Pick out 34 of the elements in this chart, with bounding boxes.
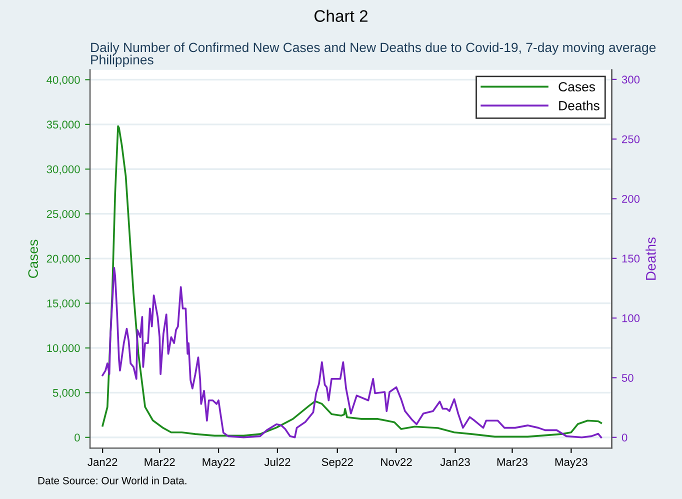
y-tick-label: 25,000 [46, 210, 80, 220]
y2-tick-label: 100 [622, 314, 640, 322]
y2-tick-label: 250 [622, 135, 640, 144]
y-tick-label: 35,000 [46, 120, 80, 130]
chart-title: Chart 2 [314, 10, 368, 22]
legend-label: Cases [558, 82, 595, 92]
y-tick-label: 0 [74, 434, 80, 442]
line-series [102, 125, 602, 438]
y-tick-label: 20,000 [46, 254, 80, 264]
x-tick-label: Jul22 [264, 458, 290, 466]
x-tick-label: May23 [555, 458, 588, 468]
y2-tick-label: 0 [622, 434, 628, 442]
x-tick-label: Mar22 [144, 458, 175, 466]
x-tick-label: Sep22 [322, 458, 353, 468]
y-tick-label: 5,000 [52, 388, 80, 398]
line-series [102, 267, 602, 438]
x-tick-label: Jan22 [88, 458, 118, 466]
y2-tick-label: 150 [622, 254, 640, 263]
x-tick-label: May22 [202, 458, 235, 468]
text: Date Source: Our World in Data. [38, 476, 186, 484]
y-tick-label: 40,000 [46, 76, 80, 86]
chart-subtitle: Daily Number of Confirmed New Cases and New Deaths due to Covid-19, 7-day moving average Philippines [91, 42, 656, 68]
y-axis-title: Cases [28, 240, 38, 278]
y2-axis-title: Deaths [646, 237, 656, 280]
x-tick-label: Mar23 [497, 458, 528, 466]
y2-tick-label: 50 [622, 374, 634, 382]
y-tick-label: 15,000 [47, 300, 80, 309]
y-tick-label: 10,000 [47, 344, 80, 354]
y-tick-label: 30,000 [46, 165, 80, 175]
x-tick-label: Jan23 [440, 458, 470, 466]
legend-label: Deaths [559, 100, 600, 110]
x-tick-label: Nov22 [381, 458, 412, 466]
y2-tick-label: 200 [622, 194, 640, 203]
y2-tick-label: 300 [622, 76, 640, 84]
